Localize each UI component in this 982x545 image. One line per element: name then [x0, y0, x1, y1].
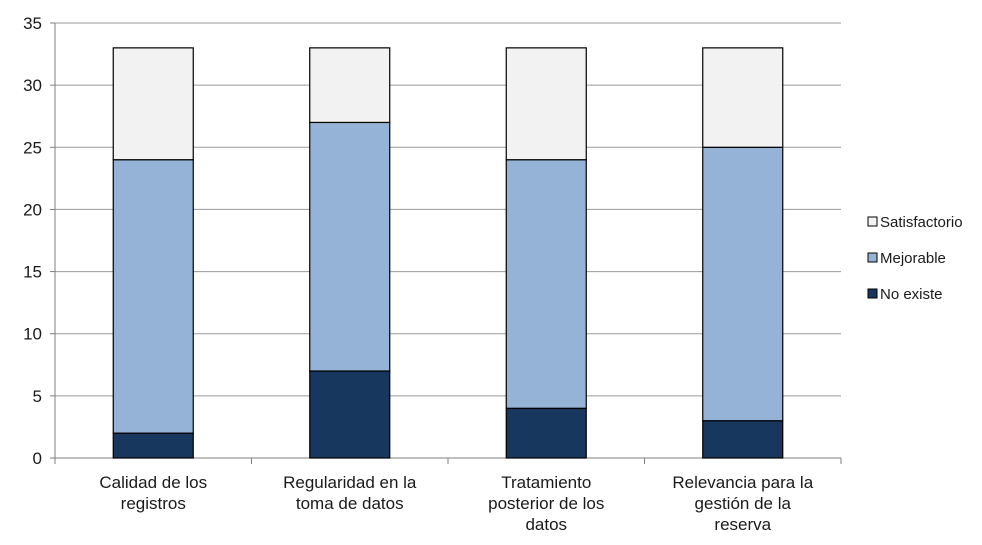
- legend-swatch: [867, 216, 878, 227]
- x-tick-label: Tratamiento: [501, 473, 591, 492]
- bar-segment-satisfactorio: [702, 47, 784, 148]
- bar-segment-mejorable: [702, 146, 784, 422]
- bar-segment-no-existe: [505, 407, 587, 459]
- x-tick-label: posterior de los: [488, 494, 604, 513]
- bar-segment-no-existe: [309, 370, 391, 459]
- y-tick-label: 0: [33, 449, 42, 468]
- bar-segment-mejorable: [505, 159, 587, 409]
- x-tick-label: reserva: [714, 515, 771, 534]
- y-tick-label: 20: [23, 200, 42, 219]
- x-tick-label: Relevancia para la: [672, 473, 813, 492]
- y-tick-label: 5: [33, 387, 42, 406]
- x-tick-label: datos: [525, 515, 567, 534]
- x-tick-label: gestión de la: [695, 494, 792, 513]
- x-tick-label: registros: [121, 494, 186, 513]
- y-tick-label: 25: [23, 138, 42, 157]
- legend-label: No existe: [880, 286, 943, 303]
- bar-segment-mejorable: [112, 159, 194, 434]
- x-tick-label: Calidad de los: [99, 473, 207, 492]
- legend-swatch: [867, 288, 878, 299]
- y-tick-label: 30: [23, 76, 42, 95]
- y-tick-label: 10: [23, 325, 42, 344]
- legend-swatch: [867, 252, 878, 263]
- x-tick-label: toma de datos: [296, 494, 404, 513]
- y-tick-label: 35: [23, 14, 42, 33]
- bar-segment-satisfactorio: [505, 47, 587, 161]
- bar-segment-no-existe: [112, 432, 194, 459]
- x-tick-label: Regularidad en la: [283, 473, 417, 492]
- bar-segment-satisfactorio: [112, 47, 194, 161]
- bar-segment-mejorable: [309, 121, 391, 372]
- bar-segment-no-existe: [702, 420, 784, 459]
- legend-label: Mejorable: [880, 250, 946, 267]
- bar-segment-satisfactorio: [309, 47, 391, 124]
- legend-label: Satisfactorio: [880, 214, 963, 231]
- y-tick-label: 15: [23, 263, 42, 282]
